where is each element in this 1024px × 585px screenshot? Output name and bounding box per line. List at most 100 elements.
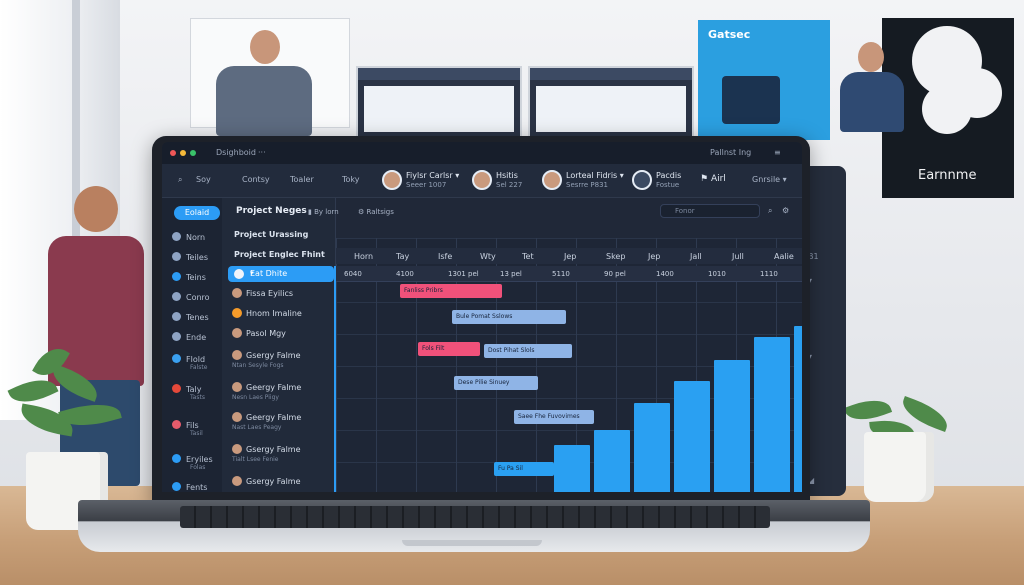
sidebar-item-0[interactable]: Norn	[172, 232, 205, 242]
chart-bar-2[interactable]	[634, 403, 670, 492]
day-header: 6040 4100 1301 pel 13 pel 5110 90 pel 1400 1010…	[336, 266, 802, 282]
sidebar-item-label: Teins	[186, 273, 206, 282]
sidebar-item-10[interactable]: Fents	[172, 482, 207, 492]
laptop-notch	[402, 540, 542, 546]
month-label: Jep	[564, 252, 577, 261]
poster-blue: Gatsec	[698, 20, 830, 140]
avatar	[232, 444, 242, 454]
sidebar-item-label: Tenes	[186, 313, 209, 322]
sidebar-item-4[interactable]: Tenes	[172, 312, 209, 322]
sidebar-item-5[interactable]: Ende	[172, 332, 206, 342]
settings-icon[interactable]: ⚙	[782, 206, 790, 215]
app-screen: Dsighboid ··· Pallnst Ing ≡ ⌕ Soy Contsy…	[162, 142, 802, 492]
filter-settings[interactable]: ⚙ Raltsigs	[358, 208, 394, 216]
sidebar-item-1[interactable]: Teiles	[172, 252, 208, 262]
task-name: Geergy Falme	[246, 413, 302, 422]
gantt-task-bar[interactable]: Dese Pilie Sinuey	[454, 376, 538, 390]
month-label: Horn	[354, 252, 374, 261]
table-icon	[172, 252, 181, 261]
month-label: Wty	[480, 252, 496, 261]
task-row[interactable]: Gsergy Falme	[232, 350, 301, 360]
alert-button[interactable]: ⚑ Airl	[700, 174, 726, 184]
avatar	[472, 170, 492, 190]
chart-bar-3[interactable]	[674, 381, 710, 492]
toolbar-item[interactable]: Toky	[342, 175, 360, 184]
task-row[interactable]: Geergy Falme	[232, 382, 301, 392]
bar-chart	[492, 302, 802, 492]
sidebar-item-7[interactable]: Taly	[172, 384, 201, 394]
wall-monitor-left	[356, 66, 522, 140]
avatar	[232, 308, 242, 318]
sidebar-item-2[interactable]: Teins	[172, 272, 206, 282]
hamburger-icon[interactable]: ≡	[774, 148, 781, 157]
poster-word: Earnnme	[918, 168, 977, 183]
avatar	[232, 350, 242, 360]
day-label: 4100	[396, 270, 414, 278]
title-bar: Dsighboid ··· Pallnst Ing ≡	[162, 142, 802, 164]
minimize-window-icon[interactable]	[180, 150, 186, 156]
day-label: 1400	[656, 270, 674, 278]
month-label: Jull	[732, 252, 744, 261]
gantt-task-bar[interactable]: Bule Pomat Sslows	[452, 310, 566, 324]
task-name: Fissa Eyilics	[246, 289, 294, 298]
sidebar-item-8[interactable]: Fils	[172, 420, 199, 430]
month-label: Aalie	[774, 252, 794, 261]
chart-bar-4[interactable]	[714, 360, 750, 492]
title-menu[interactable]: ···	[258, 148, 266, 157]
gantt-task-bar[interactable]: Fanliss Pribrs	[400, 284, 502, 298]
sidebar-item-label: Taly	[186, 385, 202, 394]
gantt-task-bar[interactable]: Saee Fhe Fuvovimes	[514, 410, 594, 424]
sidebar-top-button[interactable]: Eolaid	[174, 206, 220, 220]
avatar	[232, 288, 242, 298]
task-name: Gsergy Falme	[246, 477, 301, 486]
user-icon	[172, 482, 181, 491]
day-label: 90 pel	[604, 270, 626, 278]
task-row[interactable]: Gsergy Falme	[232, 444, 301, 454]
task-row[interactable]: Hnom Imaline	[232, 308, 302, 318]
wall-monitor-right	[528, 66, 694, 140]
title-user[interactable]: Pallnst Ing	[710, 148, 752, 157]
chart-bar-6[interactable]	[794, 326, 802, 492]
task-row[interactable]: Geergy Falme	[232, 412, 301, 422]
task-row[interactable]: Gsergy Falme	[232, 476, 301, 486]
search-icon[interactable]: ⌕	[178, 175, 183, 184]
task-row[interactable]: Pasol Mgy	[232, 328, 286, 338]
task-subtitle: Ntan Sesyle Fogs	[232, 362, 284, 369]
avatar	[234, 269, 244, 279]
sidebar-item-6[interactable]: Flold	[172, 354, 205, 364]
task-row[interactable]: Fissa Eyilics	[232, 288, 293, 298]
chart-bar-0[interactable]	[554, 445, 590, 492]
task-panel	[222, 198, 336, 492]
gantt-task-bar[interactable]: Dost Pihat Slols	[484, 344, 572, 358]
avatar	[232, 476, 242, 486]
google-icon	[172, 384, 181, 393]
gantt-task-bar[interactable]: Fols Filt	[418, 342, 480, 356]
file-icon	[172, 420, 181, 429]
sidebar-item-label: Fils	[186, 421, 199, 430]
chevron-down-icon[interactable]: ▾	[250, 269, 254, 277]
month-label: Isfe	[438, 252, 453, 261]
toolbar-item[interactable]: Toaler	[290, 175, 314, 184]
sidebar-item-9[interactable]: Eryiles	[172, 454, 213, 464]
sidebar-item-sub: Folas	[190, 464, 206, 471]
toolbar-item[interactable]: Contsy	[242, 175, 270, 184]
folder-icon	[172, 292, 181, 301]
maximize-window-icon[interactable]	[190, 150, 196, 156]
chart-bar-5[interactable]	[754, 337, 790, 492]
gantt-task-bar[interactable]: Fu Pa Sil	[494, 462, 554, 476]
task-name: Pasol Mgy	[246, 329, 286, 338]
close-window-icon[interactable]	[170, 150, 176, 156]
chart-icon	[172, 354, 181, 363]
selected-task[interactable]: Eat Dhite ▾	[228, 266, 334, 282]
sidebar-item-label: Flold	[186, 355, 206, 364]
filter-by-team[interactable]: ▮ By lorn	[308, 208, 339, 216]
zoom-icon[interactable]: ⌕	[768, 206, 773, 215]
search-input[interactable]: Fonor	[660, 204, 760, 218]
section-heading: Project Urassing	[234, 230, 309, 239]
task-subtitle: Nesn Laes Piigy	[232, 394, 279, 401]
sidebar-item-3[interactable]: Conro	[172, 292, 210, 302]
menu-dropdown[interactable]: Gnrsile ▾	[752, 175, 787, 184]
toolbar-item[interactable]: Soy	[196, 175, 211, 184]
task-subtitle: Tialt Lsee Fenie	[232, 456, 279, 463]
chart-bar-1[interactable]	[594, 430, 630, 492]
